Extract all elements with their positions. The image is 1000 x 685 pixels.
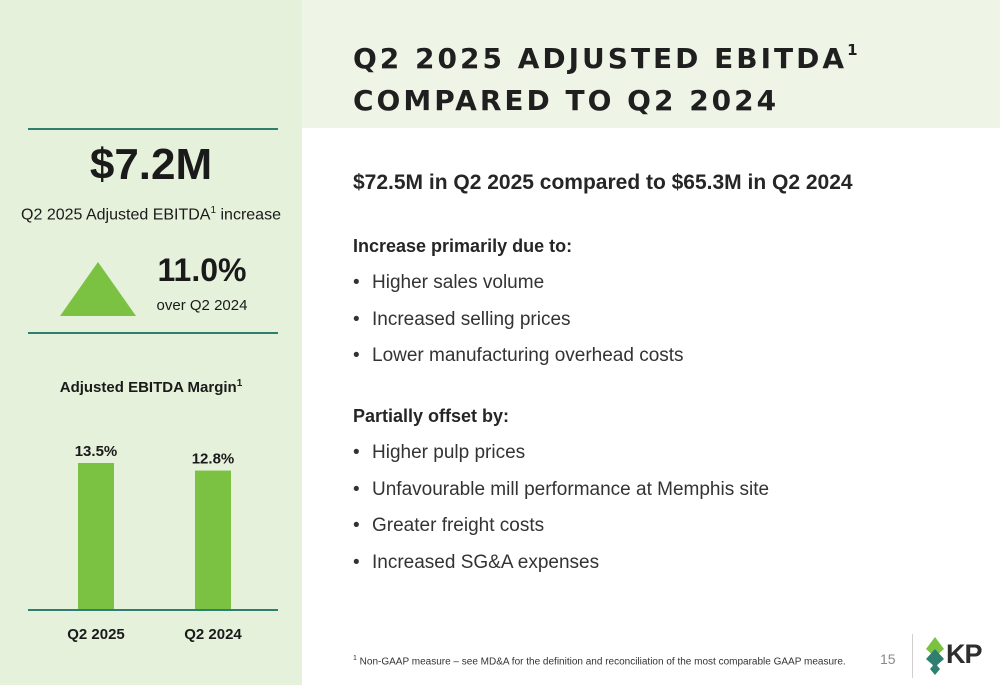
bullet-text: Increased selling prices	[372, 308, 571, 330]
margin-bar	[78, 463, 114, 609]
bullet-text: Higher sales volume	[372, 272, 545, 293]
bullet-dot: •	[353, 515, 360, 536]
bullet-item: • Unfavourable mill performance at Memphi…	[353, 472, 769, 509]
percent-increase-caption: over Q2 2024	[156, 297, 248, 314]
up-triangle-icon	[60, 262, 136, 316]
increase-drivers-heading: Increase primarily due to:	[353, 236, 573, 256]
company-logo: KP	[924, 635, 994, 679]
title-footnote-ref: 1	[847, 41, 858, 59]
bullet-text: Lower manufacturing overhead costs	[372, 345, 684, 366]
bullet-dot: •	[353, 478, 360, 500]
bullet-dot: •	[353, 442, 360, 463]
footer-divider	[912, 634, 913, 678]
bullet-item: • Lower manufacturing overhead costs	[353, 338, 684, 375]
title-band	[302, 0, 1000, 128]
summary-sidebar	[0, 0, 302, 685]
bar-data-label: 12.8%	[192, 451, 235, 468]
x-tick-label: Q2 2024	[184, 626, 242, 643]
bullet-dot: •	[353, 345, 360, 366]
leaf-diamond-icon	[926, 637, 944, 675]
bullet-text: Higher pulp prices	[372, 442, 526, 463]
ebitda-comparison-subhead: $72.5M in Q2 2025 compared to $65.3M in …	[353, 171, 853, 194]
bullet-text: Greater freight costs	[372, 515, 545, 536]
percent-increase-value: 11.0%	[157, 252, 247, 288]
bullet-text: Increased SG&A expenses	[372, 551, 600, 573]
title-line-2: COMPARED TO Q2 2024	[353, 84, 780, 117]
bullet-item: • Increased selling prices	[353, 302, 684, 339]
logo-text: KP	[946, 639, 983, 669]
footnote: 1 Non-GAAP measure – see MD&A for the de…	[353, 655, 846, 668]
bullet-item: • Higher pulp prices	[353, 435, 769, 472]
slide-title: Q2 2025 ADJUSTED EBITDA1 COMPARED TO Q2 …	[353, 40, 858, 120]
page-number: 15	[880, 651, 896, 667]
margin-bar	[195, 470, 231, 609]
divider-middle	[28, 332, 278, 334]
offset-factors-list: • Higher pulp prices • Unfavourable mill pe…	[353, 435, 769, 581]
bullet-dot: •	[353, 308, 360, 330]
bullet-item: • Greater freight costs	[353, 508, 769, 545]
bullet-dot: •	[353, 272, 360, 293]
margin-chart-title: Adjusted EBITDA Margin1	[59, 378, 243, 396]
bullet-dot: •	[353, 551, 360, 573]
x-tick-label: Q2 2025	[67, 626, 125, 643]
bullet-item: • Increased SG&A expenses	[353, 545, 769, 582]
increase-drivers-list: • Higher sales volume • Increased selling p…	[353, 265, 684, 375]
bullet-item: • Higher sales volume	[353, 265, 684, 302]
title-line-1: Q2 2025 ADJUSTED EBITDA1	[353, 41, 858, 75]
margin-bar-chart: 13.5% Q2 2025 12.8% Q2 2024	[28, 443, 278, 643]
ebitda-increase-value: $7.2M	[89, 140, 213, 189]
divider-top	[28, 128, 278, 130]
ebitda-increase-caption: Q2 2025 Adjusted EBITDA1 increase	[21, 205, 281, 224]
bar-data-label: 13.5%	[75, 443, 118, 460]
bullet-text: Unfavourable mill performance at Memphis…	[372, 478, 770, 500]
offset-factors-heading: Partially offset by:	[353, 406, 510, 426]
